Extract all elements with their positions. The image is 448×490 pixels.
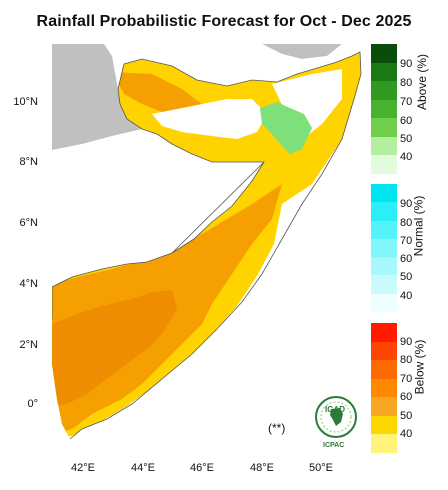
below-tick-40: 40 — [400, 428, 413, 440]
normal-colorbar-cell — [371, 293, 397, 313]
normal-tick-90: 90 — [400, 198, 413, 210]
footnote-marker: (**) — [268, 421, 286, 435]
above-colorbar-title: Above (%) — [415, 53, 430, 111]
below-colorbar-cell — [371, 415, 397, 435]
above-tick-70: 70 — [400, 96, 413, 108]
colorbar-normal — [371, 184, 397, 313]
lat-label-8n: 8°N — [19, 156, 38, 168]
normal-colorbar-title: Normal (%) — [411, 195, 426, 257]
below-tick-50: 50 — [400, 410, 413, 422]
normal-tick-60: 60 — [400, 253, 413, 265]
normal-colorbar-cell — [371, 257, 397, 276]
normal-colorbar-cell — [371, 202, 397, 222]
map-title: Rainfall Probabilistic Forecast for Oct … — [36, 13, 412, 30]
lon-label-44e: 44°E — [131, 462, 155, 474]
above-colorbar-cell — [371, 118, 397, 138]
above-tick-40: 40 — [400, 151, 413, 163]
lon-label-42e: 42°E — [71, 462, 95, 474]
below-colorbar-cell — [371, 360, 397, 380]
below-tick-60: 60 — [400, 391, 413, 403]
lat-label-6n: 6°N — [19, 217, 38, 229]
outside-region-ethiopia — [52, 44, 142, 150]
above-50-zone — [260, 102, 312, 154]
internal-border — [171, 161, 265, 254]
below-tick-80: 80 — [400, 354, 413, 366]
normal-tick-70: 70 — [400, 235, 413, 247]
colorbar-below — [371, 323, 397, 454]
forecast-map-canvas — [52, 44, 364, 440]
lat-label-2n: 2°N — [19, 339, 38, 351]
below-colorbar-title: Below (%) — [412, 339, 427, 395]
gulf-water — [104, 44, 364, 89]
below-colorbar-cell — [371, 323, 397, 343]
above-colorbar-cell — [371, 136, 397, 156]
below-tick-90: 90 — [400, 336, 413, 348]
normal-tick-80: 80 — [400, 217, 413, 229]
below-colorbar-cell — [371, 434, 397, 454]
below-tick-70: 70 — [400, 373, 413, 385]
lat-label-4n: 4°N — [19, 278, 38, 290]
lat-label-10n: 10°N — [13, 96, 38, 108]
no-signal-north — [152, 99, 267, 139]
above-tick-80: 80 — [400, 77, 413, 89]
below-colorbar-cell — [371, 341, 397, 361]
above-colorbar-cell — [371, 155, 397, 175]
colorbar-above — [371, 44, 397, 175]
lon-label-48e: 48°E — [250, 462, 274, 474]
above-colorbar-cell — [371, 81, 397, 101]
igad-icpac-logo — [315, 396, 357, 438]
logo-text-icpac: ICPAC — [323, 442, 345, 449]
above-tick-60: 60 — [400, 115, 413, 127]
lon-label-46e: 46°E — [190, 462, 214, 474]
above-tick-50: 50 — [400, 133, 413, 145]
lon-label-50e: 50°E — [309, 462, 333, 474]
logo-text-igad: IGAD — [325, 405, 345, 414]
above-colorbar-cell — [371, 44, 397, 64]
normal-colorbar-cell — [371, 220, 397, 240]
normal-tick-50: 50 — [400, 271, 413, 283]
normal-colorbar-cell — [371, 275, 397, 295]
below-colorbar-cell — [371, 378, 397, 398]
country-border — [52, 51, 362, 440]
above-colorbar-cell — [371, 62, 397, 82]
below-70-zone — [52, 290, 177, 406]
above-colorbar-cell — [371, 99, 397, 119]
below-colorbar-cell — [371, 397, 397, 417]
normal-colorbar-cell — [371, 238, 397, 258]
normal-colorbar-cell — [371, 184, 397, 203]
forecast-map — [52, 44, 364, 453]
below-60-north-west — [112, 72, 202, 114]
outside-region-yemen — [262, 44, 342, 59]
normal-tick-40: 40 — [400, 290, 413, 302]
above-tick-90: 90 — [400, 58, 413, 70]
lat-label-0: 0° — [27, 398, 38, 410]
